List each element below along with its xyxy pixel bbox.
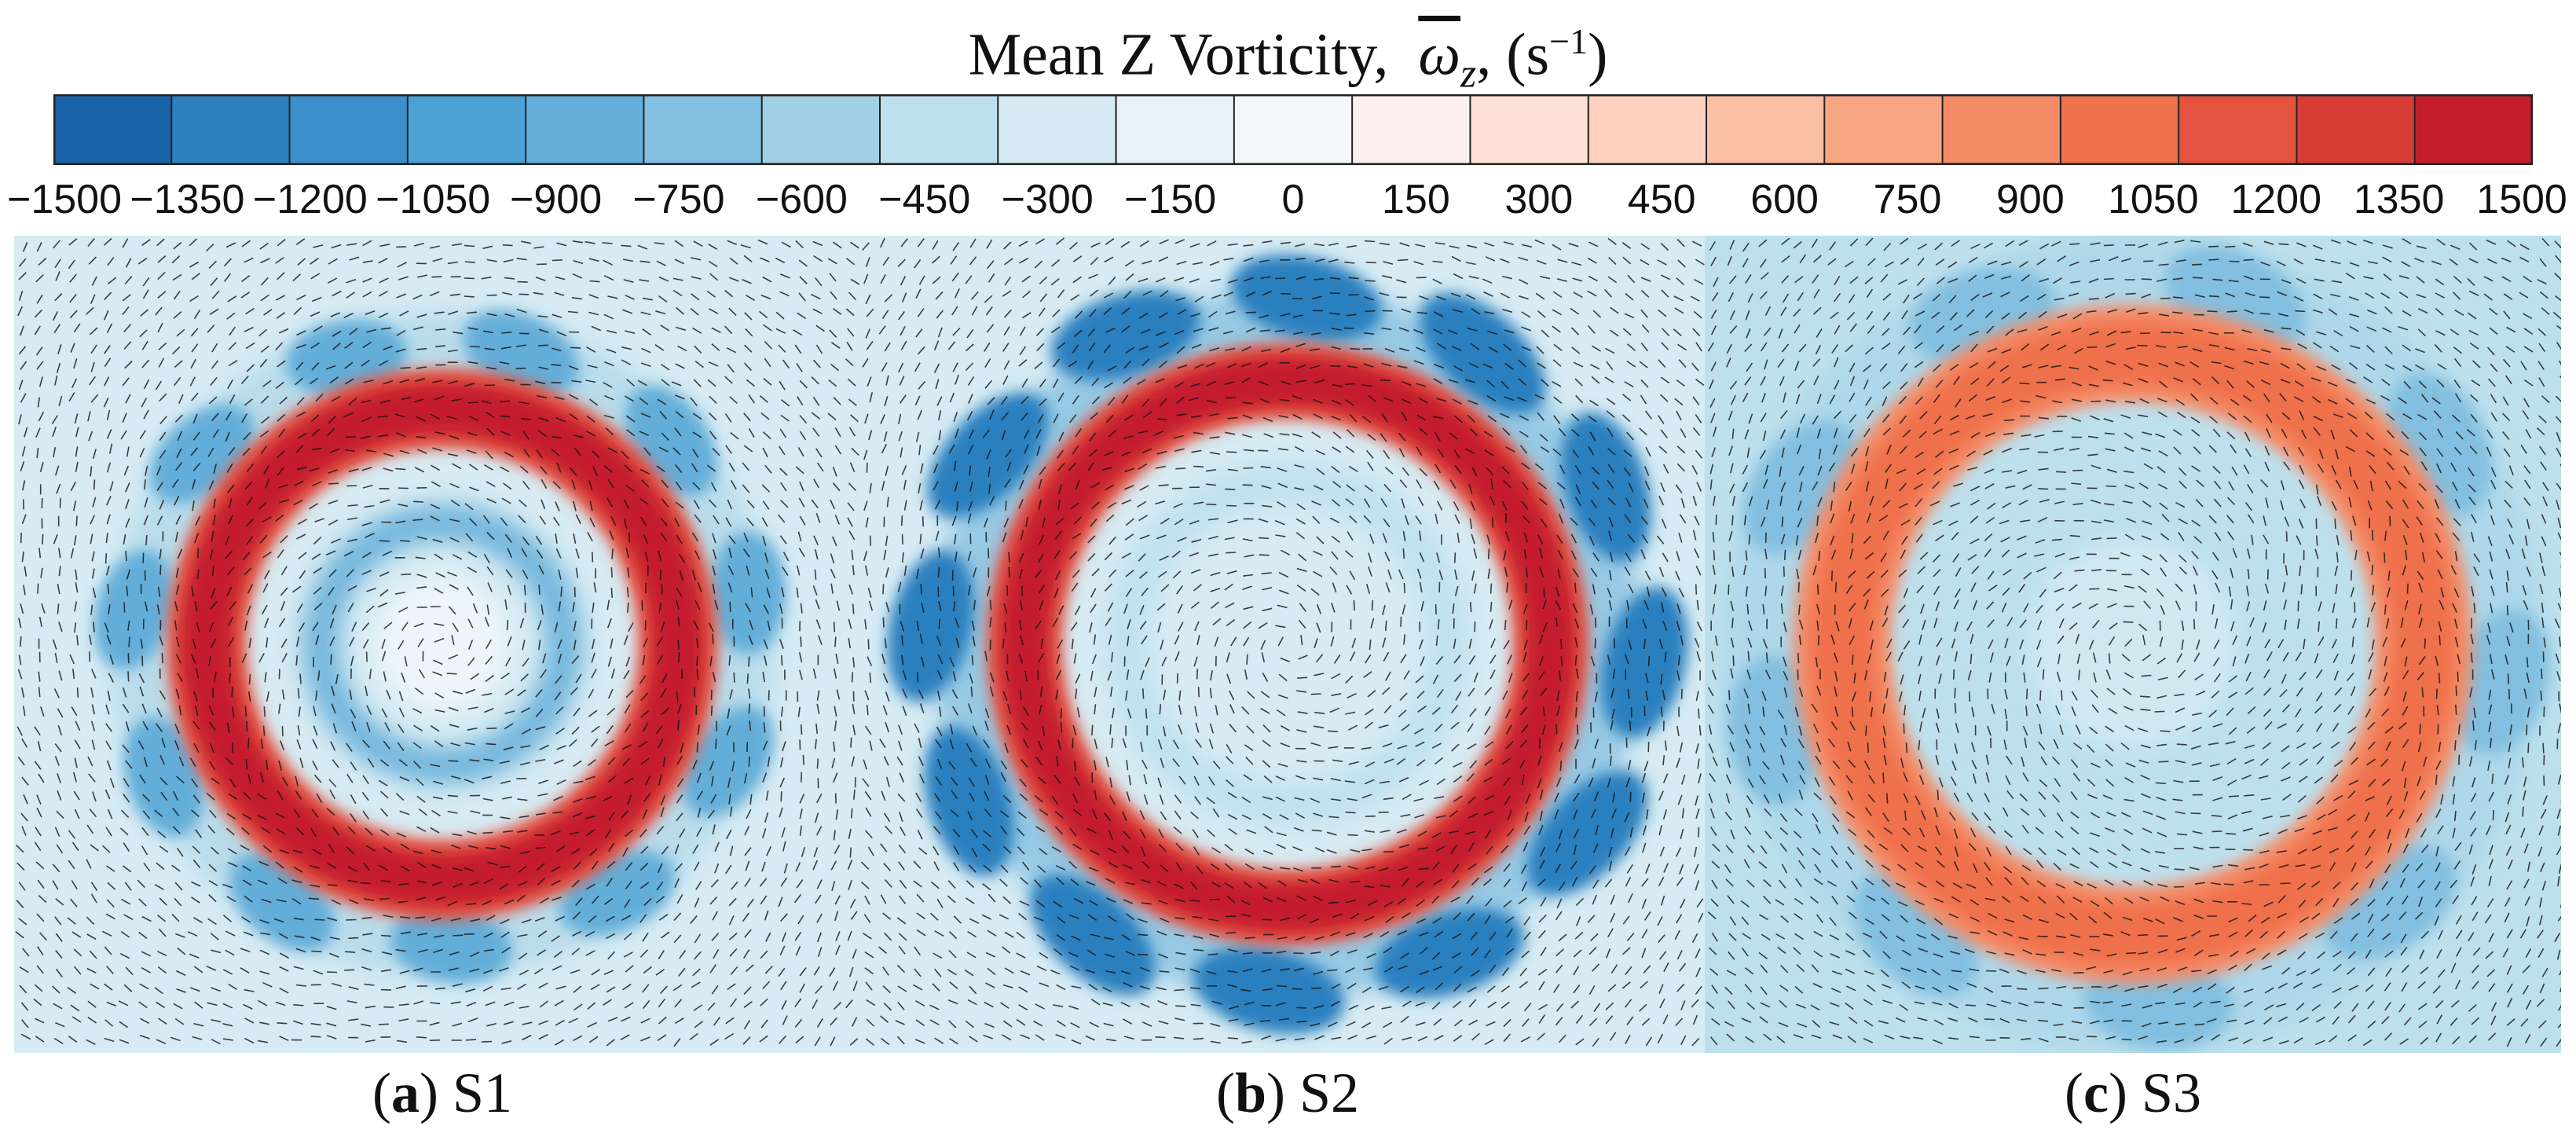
caption-a-letter: a [390,1062,420,1124]
chart-title: Mean Z Vorticity, ωz, (s−1) [0,6,2576,110]
caption-a: (a) S1 [372,1062,512,1124]
outer-vortex-blob [1420,293,1545,414]
outer-vortex-blob [123,717,204,838]
colorbar-bin [1588,94,1707,165]
colorbar-tick-label: −450 [878,177,971,222]
title-subscript: z [1460,51,1477,97]
outer-vortex-blob [1193,947,1345,1035]
colorbar-tick-label: −750 [632,177,725,222]
vorticity-ring [1811,322,2455,966]
caption-a-label: S1 [452,1062,512,1124]
outer-vortex-blob [682,706,775,817]
colorbar-tick-label: −1350 [130,177,245,222]
colorbar-tick-label: −300 [1001,177,1094,222]
outer-vortex-blob [1526,770,1648,896]
colorbar-frame [53,94,2533,165]
colorbar-bin [998,94,1117,165]
panel-b-plot [859,236,1716,1053]
panel-a [14,236,870,1053]
velocity-vectors [860,237,1716,1047]
colorbar-tick-label: −600 [755,177,848,222]
outer-vortex-blob [924,727,1014,877]
colorbar-bin [880,94,999,165]
colorbar-bin [761,94,881,165]
title-unit-open: , (s [1476,21,1550,88]
outer-vortex-blob [390,907,512,984]
colorbar-bin [1942,94,2061,165]
colorbar-bin [1470,94,1589,165]
colorbar-bin [53,94,172,165]
panel-b [859,236,1716,1053]
colorbar-bin [1352,94,1471,165]
title-unit-close: ) [1588,21,1608,88]
colorbar-tick-label: 1200 [2230,177,2322,222]
colorbar-bin [526,94,645,165]
inner-vorticity-band [1917,428,2349,860]
vorticity-ring [999,356,1576,933]
outer-vortex-blob [1561,412,1651,562]
outer-vortex-blob [1375,908,1525,999]
title-prefix: Mean Z Vorticity, [968,21,1389,88]
colorbar-tick-label: 450 [1627,177,1696,222]
panel-c-plot [1705,236,2561,1053]
colorbar-bin [2060,94,2179,165]
panel-c [1705,236,2561,1053]
colorbar-bin [171,94,291,165]
colorbar-tick-label: 0 [1281,177,1305,222]
caption-b: (b) S2 [1215,1062,1360,1124]
outer-vortex-blob [1050,290,1200,381]
colorbar-bin [1233,94,1353,165]
colorbar [53,94,2533,165]
outer-vortex-blob [1601,587,1688,739]
velocity-vectors [15,237,870,1047]
colorbar-tick-label: −900 [510,177,603,222]
vortex-core [1199,556,1376,733]
colorbar-bin [1824,94,1944,165]
colorbar-bin [2178,94,2298,165]
colorbar-tick-label: 750 [1873,177,1942,222]
outer-vortex-blob [1230,254,1383,342]
colorbar-bin [643,94,763,165]
caption-b-label: S2 [1299,1062,1360,1124]
colorbar-tick-label: 900 [1996,177,2065,222]
colorbar-tick-label: 1500 [2476,177,2567,222]
inner-vorticity-band [1105,461,1471,827]
colorbar-tick-label: 1050 [2107,177,2199,222]
colorbar-bin [1706,94,1825,165]
colorbar-bin [1116,94,1235,165]
colorbar-tick-label: 150 [1382,177,1450,222]
colorbar-tick-label: −1500 [6,177,123,222]
title-symbol: ω [1418,21,1460,88]
colorbar-tick-label: 600 [1750,177,1819,222]
colorbar-bin [407,94,526,165]
colorbar-bin [289,94,409,165]
title-unit-exp: −1 [1549,21,1588,61]
caption-c-letter: c [2083,1062,2109,1124]
panel-a-plot [14,236,870,1053]
colorbar-tick-label: 300 [1504,177,1574,222]
outer-vortex-blob [93,550,174,670]
inner-vorticity-band [302,504,583,785]
colorbar-bin [2414,94,2533,165]
caption-c-label: S3 [2141,1062,2201,1124]
velocity-vectors [1706,237,2561,1047]
outer-vortex-blob [710,531,786,654]
colorbar-bin [2296,94,2416,165]
caption-c: (c) S3 [2065,1062,2201,1124]
vortex-core [2029,541,2237,748]
colorbar-tick-label: −1050 [376,177,491,222]
colorbar-tick-label: −1200 [252,177,368,222]
caption-b-letter: b [1234,1062,1266,1124]
outer-vortex-blob [2450,609,2550,755]
colorbar-tick-label: −150 [1124,177,1217,222]
colorbar-tick-label: 1350 [2353,177,2445,222]
